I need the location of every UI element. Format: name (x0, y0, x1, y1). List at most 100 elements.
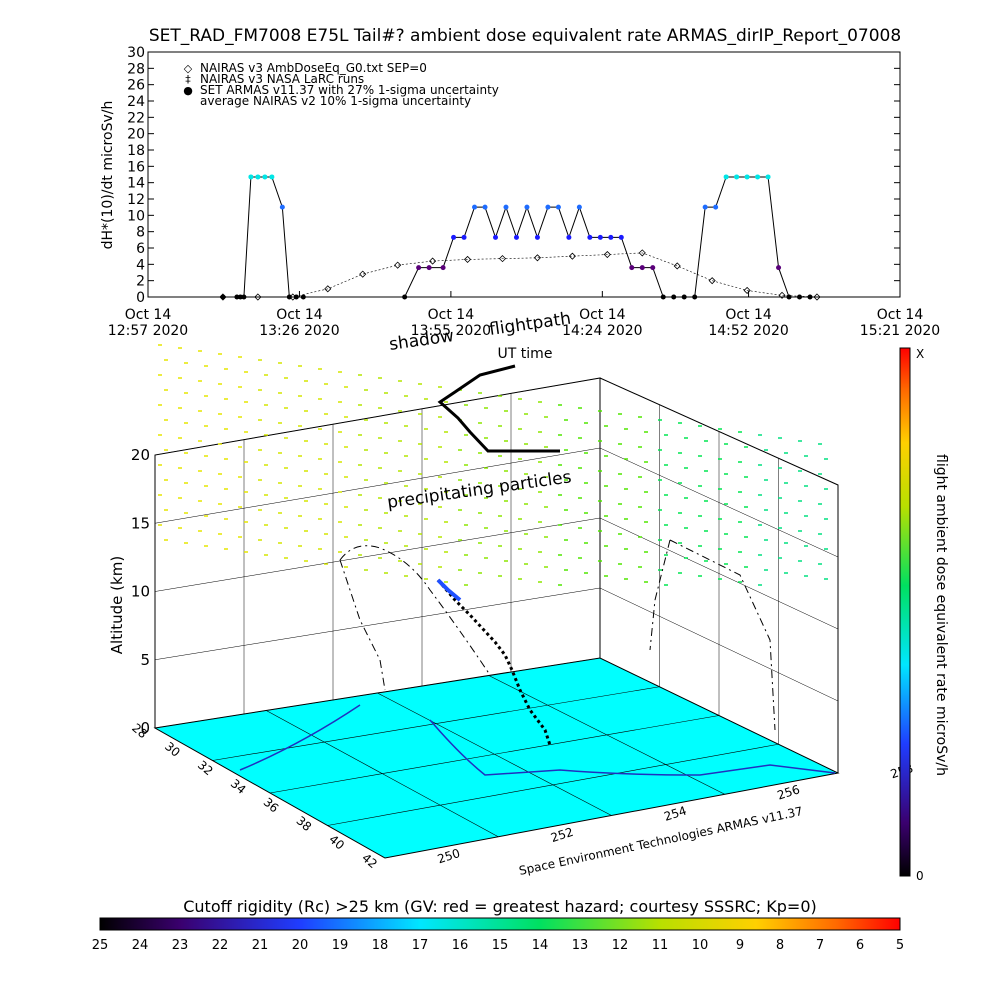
rigidity-tick-label: 22 (212, 938, 229, 953)
nairas-point (743, 286, 751, 295)
dose-y-tick-label: 12 (127, 192, 145, 208)
dose-x-tick-day: Oct 14 (579, 307, 626, 323)
dose-colorbar-label: flight ambient dose equivalent rate micr… (933, 454, 949, 776)
dose-colorbar-gradient (899, 347, 911, 877)
dose-colorbar-bottom: 0 (916, 869, 924, 883)
armas-point (513, 234, 519, 240)
armas-point (262, 174, 268, 180)
dose-x-tick-day: Oct 14 (276, 307, 323, 323)
wall-grid-line (154, 587, 601, 660)
armas-point (534, 234, 540, 240)
dose-y-tick-label: 16 (127, 159, 145, 175)
dose-y-tick-label: 6 (136, 241, 145, 257)
rigidity-tick-label: 5 (896, 938, 904, 953)
nairas-point (638, 249, 646, 257)
rigidity-tick-label: 11 (652, 938, 669, 953)
rigidity-tick-label: 13 (572, 938, 589, 953)
dose-y-tick-label: 28 (127, 61, 145, 77)
wall-grid-line (154, 447, 601, 524)
nairas-point (219, 293, 227, 301)
armas-point (503, 204, 509, 210)
shadow-annotation: shadow (388, 326, 455, 355)
nairas-point (603, 250, 611, 259)
dose-x-tick-time: 15:21 2020 (860, 323, 940, 339)
armas-point (734, 174, 740, 180)
ground-track (239, 704, 836, 776)
flightpath-annotation: flightpath (488, 309, 572, 340)
armas-point (248, 174, 254, 180)
rigidity-tick-label: 15 (492, 938, 509, 953)
shadow-left-2 (339, 559, 386, 691)
dose-y-tick-label: 4 (136, 257, 145, 273)
longitude-tick-label: 256 (775, 782, 801, 802)
nairas-point (463, 255, 472, 263)
floor-grid-line (327, 743, 779, 826)
particles-annotation: precipitating particles (386, 467, 573, 513)
rigidity-ticks: 25 24 23 22 21 20 19 18 17 16 15 14 13 12 11 10 9 8 7 6 5 (92, 938, 904, 953)
rigidity-tick-label: 21 (252, 938, 269, 953)
armas-point (671, 294, 677, 300)
wall-grid (154, 377, 839, 774)
dose-colorbar: X 0 flight ambient dose equivalent rate … (899, 347, 949, 883)
rigidity-colorbar-label: Cutoff rigidity (Rc) >25 km (GV: red = g… (183, 897, 817, 916)
rigidity-tick-label: 16 (452, 938, 469, 953)
rigidity-colorbar: Cutoff rigidity (Rc) >25 km (GV: red = g… (92, 897, 904, 953)
armas-point (744, 174, 750, 180)
dose-x-tick-time: 13:26 2020 (259, 323, 339, 339)
armas-point (608, 234, 614, 240)
dose-x-tick-day: Oct 14 (125, 307, 172, 323)
nairas-point (359, 270, 367, 278)
armas-point (576, 204, 582, 210)
dose-y-tick-label: 26 (127, 78, 145, 94)
dose-x-tick-time: 12:57 2020 (108, 323, 188, 339)
dose-x-tick-time: 14:24 2020 (562, 323, 642, 339)
dose-y-label: dH*(10)/dt microSv/h (100, 101, 116, 250)
nairas-line (222, 252, 818, 298)
wall-grid-line (154, 517, 601, 592)
longitude-tick-label: 250 (436, 846, 462, 866)
nairas-point (498, 255, 507, 263)
altitude-label: Altitude (km) (108, 556, 126, 654)
armas-point (482, 204, 488, 210)
ut-time-label: UT time (498, 346, 553, 362)
armas-point (402, 294, 408, 300)
legend-symbol: ‡ (185, 73, 191, 86)
dose-legend: ◇ NAIRAS v3 AmbDoseEq_G0.txt SEP=0 ‡ NAIRAS… (183, 61, 499, 108)
dose-y-tick-label: 22 (127, 110, 145, 126)
figure-title: SET_RAD_FM7008 E75L Tail#? ambient dose … (149, 26, 901, 46)
longitude-tick-label: 252 (549, 825, 575, 845)
rigidity-tick-label: 9 (736, 938, 744, 953)
dose-colorbar-top: X (916, 347, 924, 361)
legend-label: NAIRAS v3 AmbDoseEq_G0.txt SEP=0 (200, 61, 427, 75)
dose-plot-frame (147, 51, 901, 298)
floor-grid-line (269, 715, 720, 794)
legend-symbol: ◇ (184, 62, 193, 75)
rigidity-tick-label: 25 (92, 938, 109, 953)
rigidity-colorbar-gradient (99, 917, 901, 931)
armas-point (493, 234, 499, 240)
altitude-tick-label: 5 (140, 651, 150, 669)
dose-series (219, 174, 821, 301)
armas-point (566, 234, 572, 240)
armas-point (765, 174, 771, 180)
wall-grid-line (154, 657, 601, 729)
rigidity-tick-label: 8 (776, 938, 784, 953)
wall-grid-line (154, 377, 601, 456)
armas-point (629, 265, 635, 271)
rigidity-tick-label: 19 (332, 938, 349, 953)
rigidity-tick-label: 14 (532, 938, 549, 953)
armas-point (681, 294, 687, 300)
rigidity-tick-label: 12 (612, 938, 629, 953)
shadow-right (649, 539, 776, 731)
armas-point (702, 204, 708, 210)
armas-point (713, 204, 719, 210)
armas-point (461, 234, 467, 240)
altitude-tick-label: 15 (131, 514, 150, 532)
nairas-point (813, 293, 821, 301)
armas-point (797, 294, 803, 300)
rigidity-tick-label: 7 (816, 938, 824, 953)
legend-label: average NAIRAS v2 10% 1-sigma uncertaint… (200, 94, 471, 108)
